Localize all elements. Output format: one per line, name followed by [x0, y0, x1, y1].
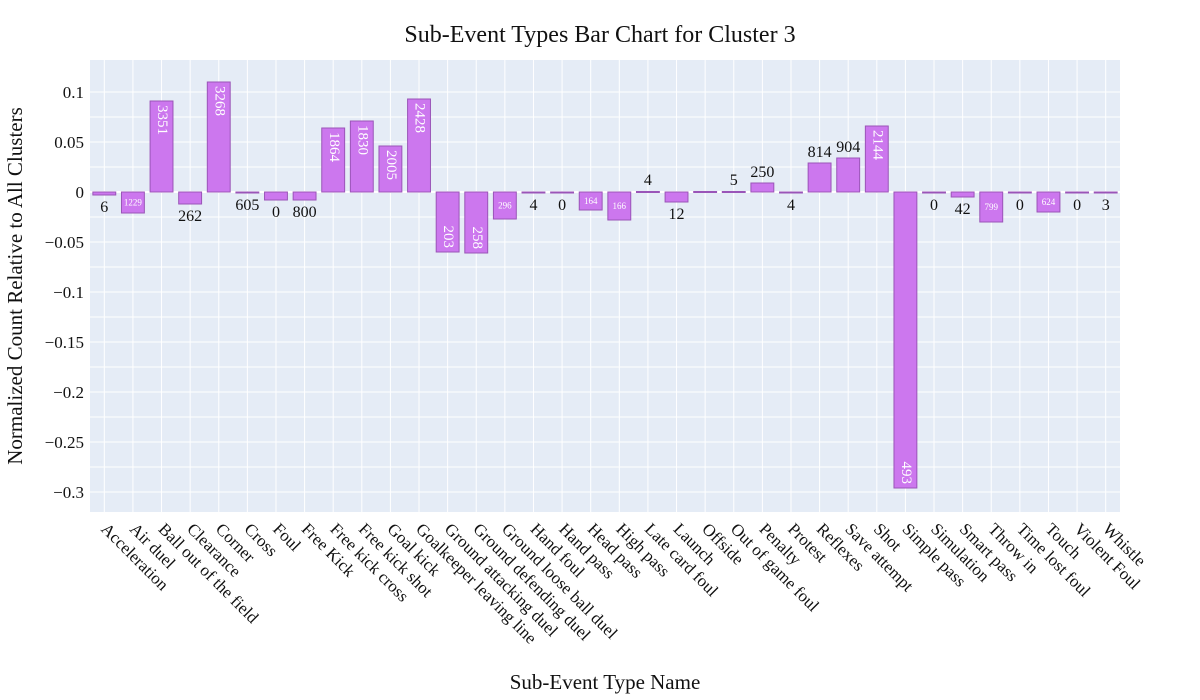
chart-title: Sub-Event Types Bar Chart for Cluster 3 — [404, 22, 795, 48]
bar-value-label: 800 — [293, 204, 317, 221]
bar-value-label: 164 — [584, 196, 598, 206]
bar-value-label: 4 — [529, 197, 537, 214]
bar — [206, 81, 231, 193]
bar-value-label: 3 — [1102, 197, 1110, 214]
bar-value-label: 2428 — [412, 103, 428, 133]
bar — [664, 191, 689, 203]
bar-value-label: 1229 — [124, 198, 143, 208]
bar — [321, 127, 346, 193]
bar-value-label: 0 — [558, 197, 566, 214]
bar — [836, 157, 861, 193]
y-tick-label: 0.05 — [54, 133, 84, 152]
bar — [349, 120, 374, 193]
bar-value-label: 166 — [613, 201, 627, 211]
bar-value-label: 0 — [930, 197, 938, 214]
bar — [922, 191, 946, 194]
bar — [120, 191, 145, 214]
bar — [1065, 191, 1090, 194]
bar — [950, 191, 975, 198]
bar — [979, 191, 1004, 223]
y-tick-label: −0.05 — [45, 233, 84, 252]
bar-value-label: 4 — [787, 197, 795, 214]
bar — [464, 191, 489, 254]
bar-value-label: 203 — [440, 226, 456, 249]
y-tick-label: −0.15 — [45, 333, 84, 352]
bar — [693, 191, 718, 193]
bar-value-label: 1830 — [354, 125, 370, 155]
y-axis-title: Normalized Count Relative to All Cluster… — [3, 107, 27, 465]
bar-value-label: 296 — [498, 201, 512, 211]
bar — [407, 98, 431, 193]
bar-value-label: 814 — [808, 144, 832, 161]
bar — [264, 191, 288, 201]
bar-value-label: 1864 — [326, 132, 342, 163]
bar-value-label: 3268 — [211, 86, 227, 116]
bar-value-label: 799 — [985, 202, 999, 212]
plot-area — [90, 60, 1120, 512]
bar — [292, 191, 317, 201]
y-tick-label: −0.25 — [45, 433, 84, 452]
bar — [864, 125, 889, 193]
bar — [635, 191, 660, 193]
bar — [1093, 191, 1118, 194]
bar — [492, 191, 517, 220]
y-tick-label: −0.3 — [53, 483, 84, 502]
bar — [1007, 191, 1032, 194]
bar-value-label: 904 — [836, 139, 860, 156]
bar — [435, 191, 460, 253]
bar-value-label: 12 — [669, 206, 685, 223]
bar — [750, 182, 775, 193]
bar-labels: 6 1229 3351 262 3268 605 0 800 1864 1830 2005 2428 2… — [100, 86, 1109, 484]
bar-value-label: 3351 — [154, 105, 170, 135]
bar-value-label: 258 — [469, 227, 485, 250]
y-axis-ticks: 0.1 0.05 0 −0.05 −0.1 −0.15 −0.2 −0.25 −0.3 — [45, 83, 84, 502]
bar — [807, 162, 832, 193]
bar — [92, 191, 117, 196]
bar — [235, 191, 260, 194]
bar — [1036, 191, 1061, 213]
bar-value-label: 42 — [955, 201, 971, 218]
bar-value-label: 0 — [272, 204, 280, 221]
bar — [550, 191, 575, 194]
bar-value-label: 2005 — [383, 150, 399, 180]
bar-value-label: 4 — [644, 172, 652, 189]
bar-value-label: 5 — [730, 172, 738, 189]
bar — [721, 191, 746, 193]
bar — [607, 191, 632, 221]
x-axis-title: Sub-Event Type Name — [510, 670, 701, 694]
bar — [149, 100, 174, 193]
bar — [779, 191, 803, 194]
bar — [521, 191, 546, 194]
bar — [178, 191, 203, 205]
bar-value-label: 6 — [100, 199, 108, 216]
bar-value-label: 493 — [898, 462, 914, 485]
y-tick-label: 0.1 — [63, 83, 84, 102]
bars — [92, 81, 1118, 489]
bar — [378, 145, 403, 193]
bar-value-label: 0 — [1073, 197, 1081, 214]
y-tick-label: 0 — [76, 183, 85, 202]
bar-value-label: 250 — [750, 164, 774, 181]
bar — [893, 191, 918, 489]
bar — [578, 191, 603, 211]
bar-value-label: 605 — [235, 197, 259, 214]
y-tick-label: −0.1 — [53, 283, 84, 302]
y-tick-label: −0.2 — [53, 383, 84, 402]
bar-value-label: 0 — [1016, 197, 1024, 214]
bar-value-label: 2144 — [869, 130, 885, 161]
bar-value-label: 624 — [1042, 197, 1056, 207]
bar-value-label: 262 — [178, 208, 202, 225]
